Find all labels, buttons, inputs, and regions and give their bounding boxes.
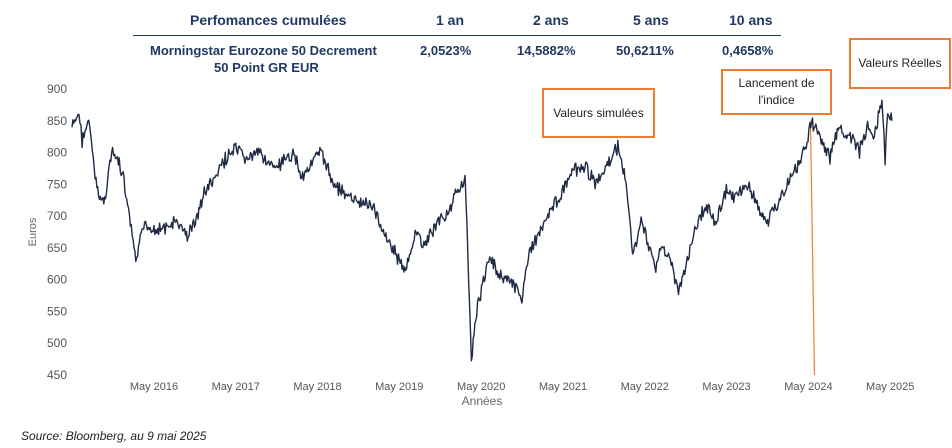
x-tick-label: May 2020 xyxy=(457,381,505,393)
performance-line-chart: 450 500 550 600 650 700 750 800 850 900 May 2016 Ma… xyxy=(27,82,914,408)
index-price-series-line xyxy=(71,99,893,362)
header-2-years: 2 ans xyxy=(533,12,569,28)
x-tick-label: May 2025 xyxy=(866,381,914,393)
header-performance: Perfomances cumulées xyxy=(190,12,347,28)
value-5-years: 50,6211% xyxy=(616,43,674,58)
table-divider xyxy=(133,35,781,36)
header-5-years: 5 ans xyxy=(633,12,669,28)
callout-index-launch: Lancement de l'indice xyxy=(721,69,832,115)
y-tick-label: 750 xyxy=(47,177,67,191)
y-tick-label: 900 xyxy=(47,82,67,96)
callout-simulated-values: Valeurs simulées xyxy=(542,88,655,138)
callout-real-values: Valeurs Réelles xyxy=(849,38,951,89)
y-tick-label: 500 xyxy=(47,336,67,350)
x-axis-label: Années xyxy=(462,394,503,408)
y-tick-label: 450 xyxy=(47,368,67,382)
launch-marker-line xyxy=(809,120,816,376)
x-tick-label: May 2016 xyxy=(130,381,178,393)
y-tick-label: 600 xyxy=(47,273,67,287)
x-tick-label: May 2024 xyxy=(784,381,832,393)
y-tick-label: 700 xyxy=(47,209,67,223)
header-1-year: 1 an xyxy=(436,12,465,28)
index-name-line2: 50 Point GR EUR xyxy=(214,60,319,75)
y-axis-label: Euros xyxy=(27,217,39,246)
index-name-line1: Morningstar Eurozone 50 Decrement xyxy=(150,43,377,58)
performance-table: Perfomances cumulées 1 an 2 ans 5 ans 10… xyxy=(0,0,952,90)
y-tick-label: 850 xyxy=(47,114,67,128)
x-tick-label: May 2019 xyxy=(375,381,423,393)
y-tick-label: 650 xyxy=(47,241,67,255)
x-tick-label: May 2017 xyxy=(212,381,260,393)
x-tick-label: May 2018 xyxy=(293,381,341,393)
value-2-years: 14,5882% xyxy=(517,43,576,58)
x-tick-label: May 2022 xyxy=(621,381,669,393)
header-10-years: 10 ans xyxy=(729,12,773,28)
y-tick-label: 800 xyxy=(47,146,67,160)
x-tick-label: May 2023 xyxy=(702,381,750,393)
value-10-years: 0,4658% xyxy=(722,43,774,58)
y-tick-label: 550 xyxy=(47,304,67,318)
x-tick-label: May 2021 xyxy=(539,381,587,393)
value-1-year: 2,0523% xyxy=(420,43,472,58)
source-note: Source: Bloomberg, au 9 mai 2025 xyxy=(21,429,207,443)
